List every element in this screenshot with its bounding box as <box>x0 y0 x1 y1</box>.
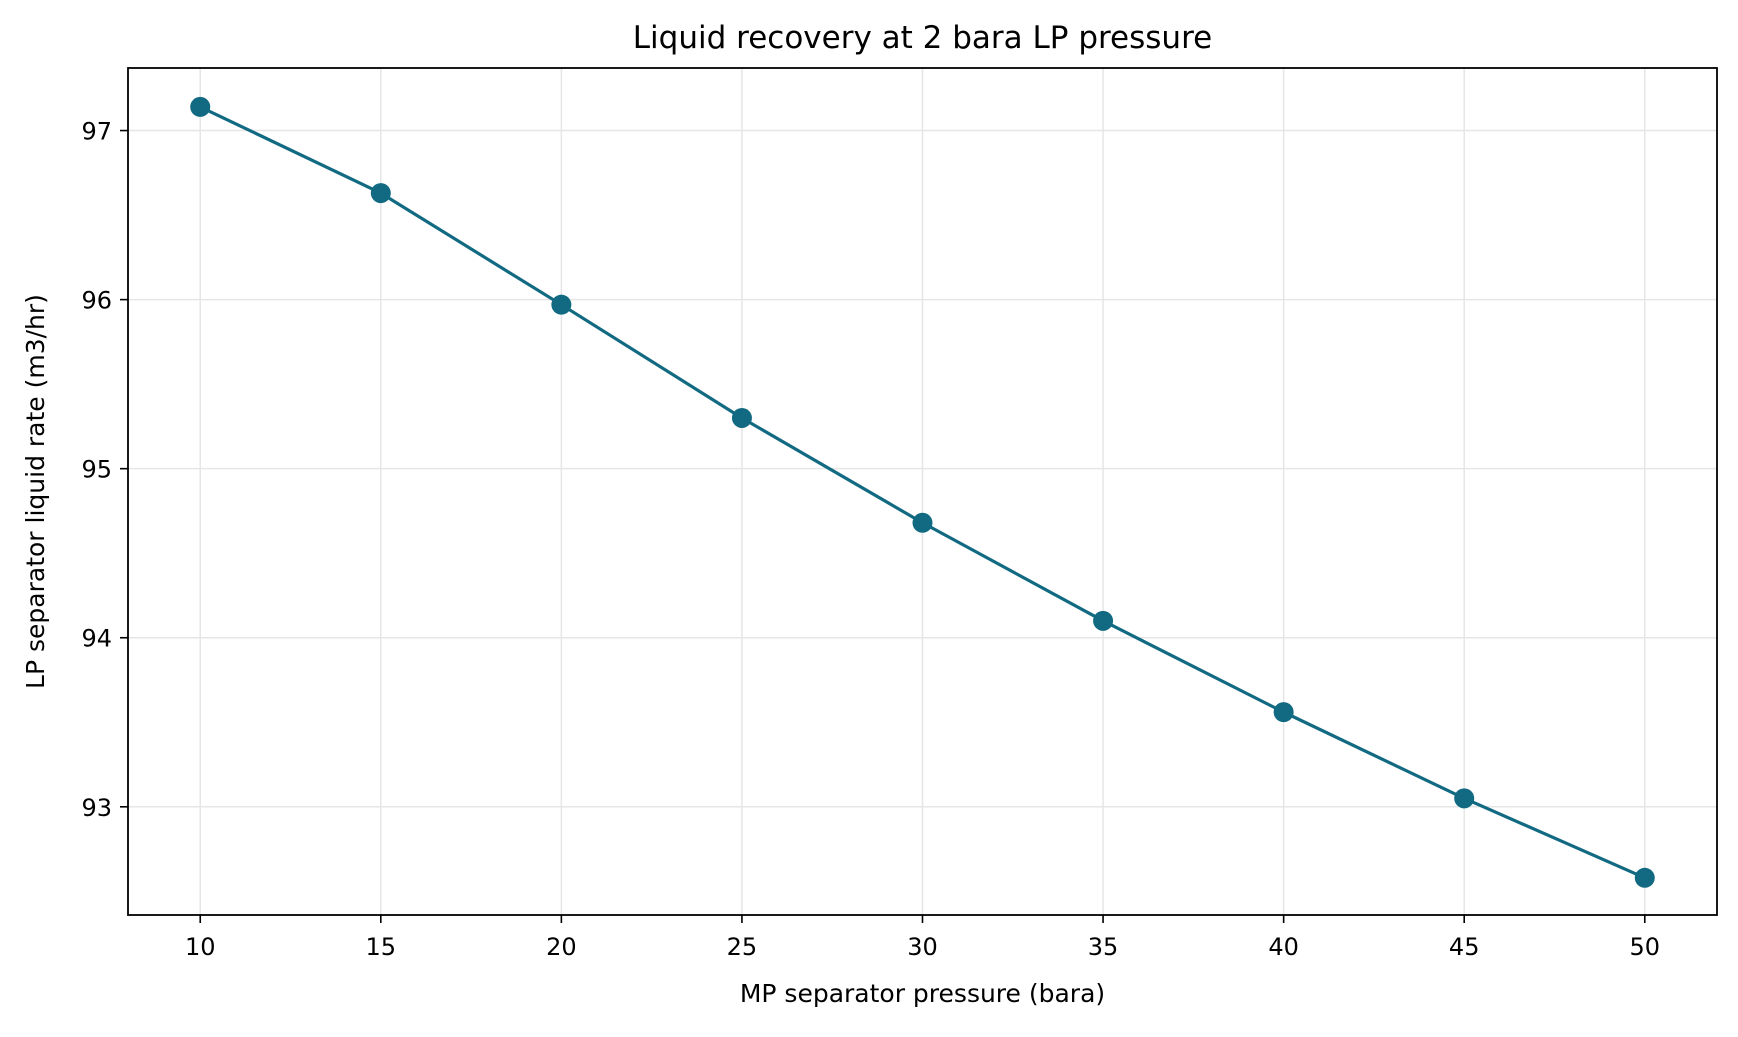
y-tick-label: 94 <box>81 625 112 653</box>
x-tick-label: 15 <box>366 933 397 961</box>
tick-layer: 10 15 20 25 30 35 40 45 50 93 94 95 96 97 <box>81 118 1660 961</box>
x-tick-label: 25 <box>727 933 758 961</box>
x-tick-label: 35 <box>1088 933 1119 961</box>
x-tick-label: 30 <box>907 933 938 961</box>
data-point <box>1093 610 1114 631</box>
x-tick-label: 40 <box>1268 933 1299 961</box>
data-point <box>912 512 933 533</box>
data-point <box>1454 788 1475 809</box>
y-tick-label: 95 <box>81 456 112 484</box>
data-point <box>731 407 752 428</box>
y-tick-label: 96 <box>81 287 112 315</box>
grid-layer <box>128 68 1717 915</box>
data-point <box>1634 867 1655 888</box>
chart-title: Liquid recovery at 2 bara LP pressure <box>633 20 1212 56</box>
y-tick-label: 97 <box>81 118 112 146</box>
y-tick-label: 93 <box>81 794 112 822</box>
x-tick-label: 45 <box>1449 933 1480 961</box>
data-point <box>190 96 211 117</box>
x-tick-label: 20 <box>546 933 577 961</box>
x-axis-label: MP separator pressure (bara) <box>740 979 1105 1008</box>
x-tick-label: 50 <box>1629 933 1660 961</box>
y-axis-label: LP separator liquid rate (m3/hr) <box>21 294 50 689</box>
x-tick-label: 10 <box>185 933 216 961</box>
series-layer <box>190 96 1655 888</box>
data-point <box>1273 702 1294 723</box>
data-point <box>370 183 391 204</box>
data-point <box>551 294 572 315</box>
